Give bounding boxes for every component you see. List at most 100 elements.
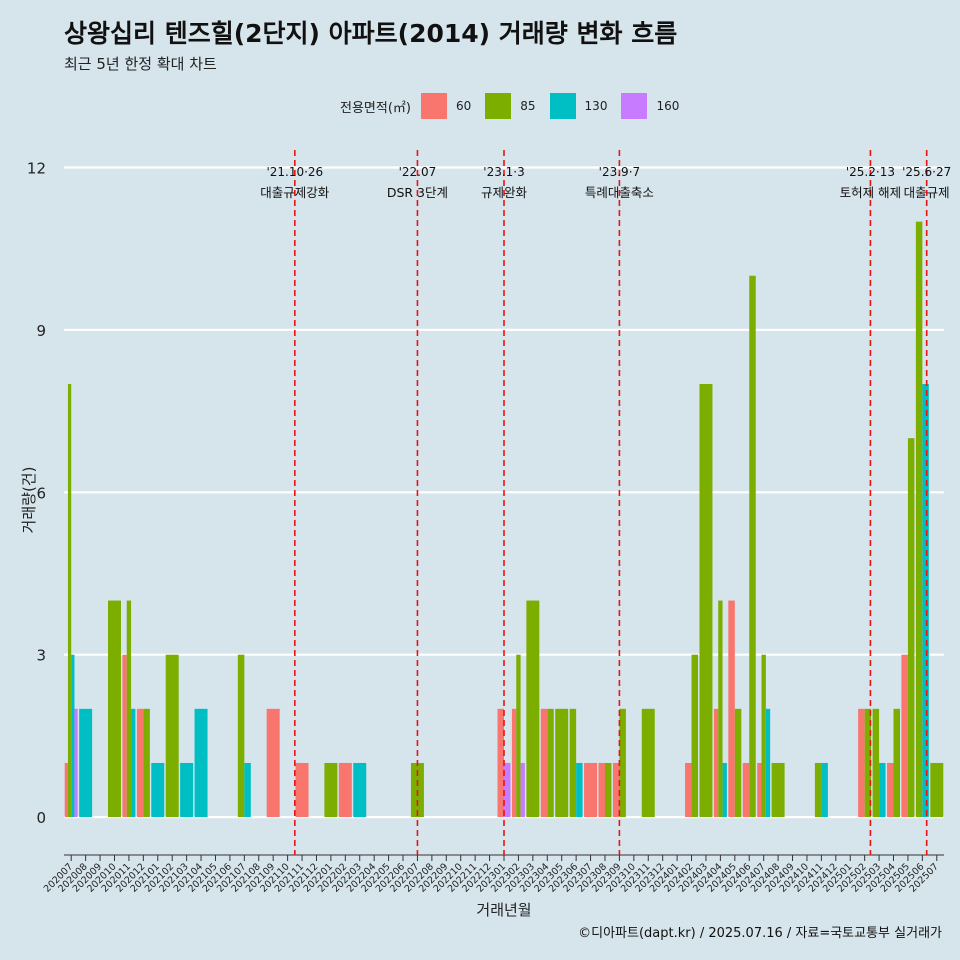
bar-202010-85 [108,600,121,818]
bar-202411-130 [821,762,828,818]
bar-202202-60 [338,762,352,818]
bar-202007-130 [71,654,75,818]
bar-202411-85 [814,762,822,818]
event-label-0: 대출규제강화 [260,185,330,200]
legend-label-85: 85 [520,99,536,113]
event-label-2: 규제완화 [481,185,528,200]
bar-202109-60 [266,708,280,818]
bar-202506-130 [922,384,929,818]
bar-202107-130 [244,762,251,818]
bar-202306-130 [576,762,583,818]
bar-202111-60 [295,762,309,818]
bar-202301-160 [504,762,511,818]
bar-202302-85 [516,654,521,818]
bar-202302-60 [511,708,517,818]
y-axis-title: 거래량(건) [20,467,38,534]
legend-item-160: 160 [621,93,679,119]
bar-202011-130 [131,708,136,818]
bar-202504-85 [893,708,900,818]
legend-key-60 [420,93,447,119]
event-label-1: DSR 3단계 [387,185,448,200]
legend-item-60: 60 [420,93,472,119]
legend: 전용면적(㎡) 60 85 130 160 [340,93,693,119]
event-date-5: '25.6·27 [902,165,951,179]
bar-202102-85 [165,654,179,818]
bar-202007-60 [64,762,68,818]
event-date-1: '22.07 [399,165,437,179]
bar-202507-85 [930,762,944,818]
bar-202007-160 [74,708,78,818]
bar-202307-60 [584,762,598,818]
legend-label-60: 60 [455,99,472,113]
bar-202104-130 [194,708,208,818]
y-tick-label-0: 0 [36,809,46,827]
source-caption: ©디아파트(dapt.kr) / 2025.07.16 / 자료=국토교통부 실… [578,926,942,941]
bar-202309-60 [612,762,620,818]
legend-key-160 [621,93,648,119]
legend-key-130 [549,93,576,119]
bar-202101-130 [151,762,165,818]
bar-202408-85 [771,762,785,818]
bar-202309-85 [619,708,626,818]
bar-202404-130 [722,762,727,818]
bar-202505-60 [901,654,908,818]
bar-202407-130 [765,708,771,818]
bar-202405-85 [734,708,742,818]
event-date-0: '21.10·26 [266,165,323,179]
bar-202503-85 [872,708,880,818]
bar-202406-60 [742,762,750,818]
event-label-3: 특례대출축소 [585,185,654,200]
y-tick-label-3: 3 [36,647,46,665]
bar-202304-60 [540,708,548,818]
bar-202404-85 [718,600,723,818]
y-tick-label-6: 6 [36,484,46,502]
bar-202406-85 [749,275,756,818]
event-date-2: '23.1·3 [483,165,524,179]
legend-key-85 [485,93,512,119]
legend-label-160: 160 [656,99,680,113]
event-label-5: 대출규제 [904,185,950,200]
bar-202505-85 [907,438,915,818]
bar-202506-85 [915,221,923,818]
legend-title: 전용면적(㎡) [340,100,411,116]
bar-202502-60 [858,708,865,818]
bar-202308-60 [598,762,605,818]
bar-202404-60 [713,708,719,818]
bar-202503-130 [879,762,886,818]
bar-202301-60 [497,708,504,818]
bar-202304-85 [547,708,554,818]
bar-202012-60 [136,708,144,818]
bar-202407-85 [761,654,766,818]
bar-202107-85 [237,654,245,818]
bar-202407-60 [757,762,762,818]
bar-202303-85 [526,600,540,818]
legend-item-85: 85 [485,93,536,119]
y-tick-label-9: 9 [36,322,46,340]
event-date-3: '23.9·7 [599,165,640,179]
chart-title: 상왕십리 텐즈힐(2단지) 아파트(2014) 거래량 변화 흐름 [64,19,678,48]
legend-item-130: 130 [549,93,608,119]
bar-202012-85 [143,708,150,818]
event-label-4: 토허제 해제 [840,185,901,200]
bar-202403-85 [699,384,713,818]
bar-202306-85 [569,708,577,818]
bar-202302-160 [520,762,525,818]
bar-202201-85 [324,762,338,818]
bar-202402-60 [685,762,692,818]
bar-202103-130 [180,762,194,818]
bar-202405-60 [728,600,735,818]
bar-202011-85 [126,600,132,818]
event-date-4: '25.2·13 [846,165,895,179]
bar-202504-60 [887,762,894,818]
bar-202007-85 [67,384,72,818]
y-tick-label-12: 12 [27,159,46,177]
bar-202008-130 [79,708,93,818]
bar-202305-85 [555,708,569,818]
bar-202311-85 [641,708,655,818]
bar-202203-130 [353,762,367,818]
legend-label-130: 130 [584,99,608,113]
bar-202011-60 [122,654,127,818]
bar-202502-85 [864,708,872,818]
x-axis-title: 거래년월 [476,901,531,919]
